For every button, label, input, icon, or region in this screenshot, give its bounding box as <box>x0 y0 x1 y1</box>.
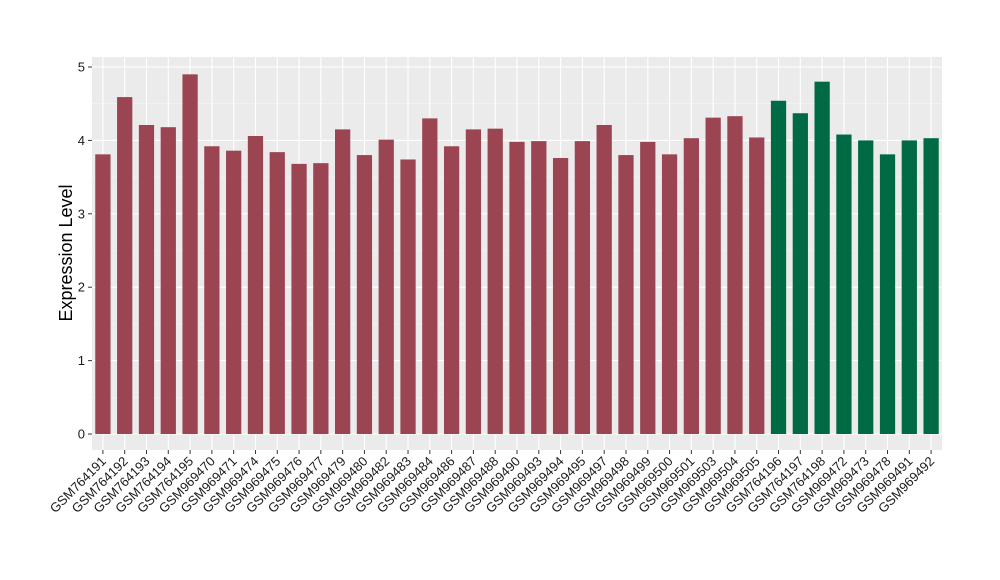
bar-GSM969495 <box>574 141 591 434</box>
bar-GSM969503 <box>705 117 721 435</box>
bar-GSM764194 <box>160 127 176 435</box>
bar-GSM969474 <box>247 135 264 434</box>
bar-GSM969486 <box>443 146 460 434</box>
bar-GSM969487 <box>465 129 482 434</box>
bar-GSM969498 <box>618 155 634 434</box>
y-tick-label: 3 <box>78 206 85 221</box>
bar-GSM969490 <box>509 141 525 435</box>
y-axis: 0 1 2 3 4 5 <box>78 60 92 442</box>
bar-GSM969475 <box>269 152 285 435</box>
bar-GSM969494 <box>552 158 569 435</box>
y-tick-label: 2 <box>78 280 85 295</box>
bar-GSM969491 <box>901 140 917 434</box>
y-axis-title: Expression Level <box>56 184 76 321</box>
bar-GSM969470 <box>204 146 220 434</box>
bar-GSM764196 <box>770 100 787 434</box>
bar-GSM764193 <box>138 124 155 435</box>
bar-GSM969493 <box>531 141 547 434</box>
y-tick-label: 4 <box>78 133 85 148</box>
bar-GSM969479 <box>335 129 351 434</box>
bar-GSM969499 <box>640 141 656 435</box>
bar-GSM969497 <box>596 124 612 435</box>
bar-GSM969473 <box>858 140 874 434</box>
bar-GSM969488 <box>487 128 503 434</box>
y-tick-label: 5 <box>78 60 85 75</box>
bar-GSM969500 <box>661 154 678 434</box>
bar-GSM764195 <box>182 74 198 434</box>
bar-GSM969482 <box>378 139 394 434</box>
bar-GSM969476 <box>291 163 307 434</box>
bar-GSM969504 <box>727 116 743 434</box>
bar-GSM969477 <box>313 163 329 435</box>
y-tick-label: 0 <box>78 427 85 442</box>
bar-GSM764191 <box>95 154 111 434</box>
bar-GSM764192 <box>117 97 133 435</box>
bar-GSM969480 <box>356 155 373 434</box>
bar-GSM969472 <box>836 134 852 434</box>
bar-GSM969471 <box>226 150 242 434</box>
bar-GSM969505 <box>749 137 765 435</box>
bar-GSM969501 <box>683 138 699 434</box>
y-tick-label: 1 <box>78 353 85 368</box>
bars-group <box>95 74 939 435</box>
bar-GSM764197 <box>792 113 808 434</box>
bar-GSM969492 <box>923 138 939 434</box>
bar-GSM764198 <box>814 81 830 435</box>
x-axis: GSM764191GSM764192GSM764193GSM764194GSM7… <box>47 450 937 516</box>
bar-GSM969484 <box>422 118 438 434</box>
bar-GSM969483 <box>400 159 416 434</box>
bar-GSM969478 <box>879 154 896 434</box>
